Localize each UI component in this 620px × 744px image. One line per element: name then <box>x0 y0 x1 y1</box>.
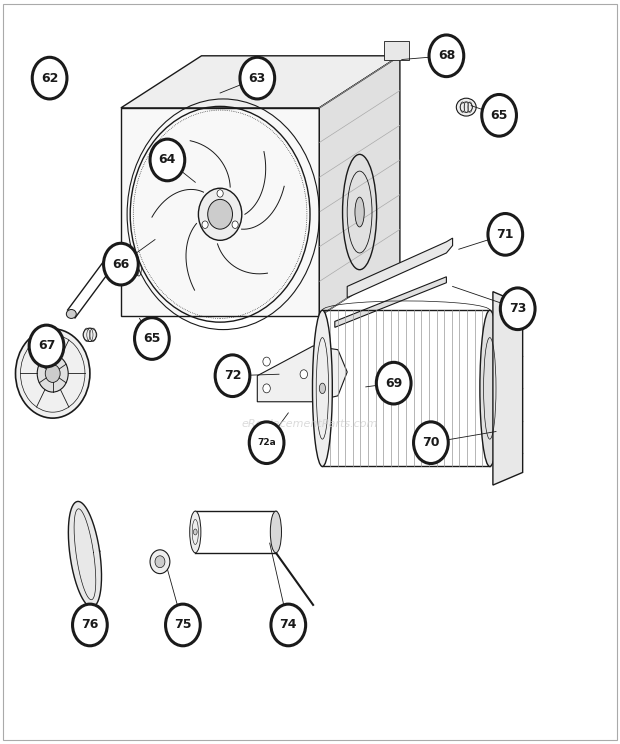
Circle shape <box>45 365 60 382</box>
Circle shape <box>240 57 275 99</box>
Circle shape <box>32 57 67 99</box>
Circle shape <box>29 325 64 367</box>
Text: 72: 72 <box>224 369 241 382</box>
Text: 71: 71 <box>497 228 514 241</box>
Text: 63: 63 <box>249 71 266 85</box>
Ellipse shape <box>456 98 476 116</box>
Ellipse shape <box>66 310 76 318</box>
Polygon shape <box>384 41 409 60</box>
Text: 67: 67 <box>38 339 55 353</box>
Circle shape <box>300 370 308 379</box>
Circle shape <box>482 94 516 136</box>
Circle shape <box>166 604 200 646</box>
Circle shape <box>104 243 138 285</box>
Ellipse shape <box>193 529 197 535</box>
Circle shape <box>271 604 306 646</box>
Circle shape <box>202 221 208 228</box>
Ellipse shape <box>480 310 500 466</box>
Text: 69: 69 <box>385 376 402 390</box>
Circle shape <box>263 384 270 393</box>
Circle shape <box>249 422 284 464</box>
Text: 73: 73 <box>509 302 526 315</box>
Circle shape <box>198 188 242 240</box>
Circle shape <box>16 329 90 418</box>
Circle shape <box>429 35 464 77</box>
Text: 70: 70 <box>422 436 440 449</box>
Text: 66: 66 <box>112 257 130 271</box>
Circle shape <box>488 214 523 255</box>
Polygon shape <box>121 108 319 316</box>
Circle shape <box>150 139 185 181</box>
Polygon shape <box>347 238 453 298</box>
Text: 72a: 72a <box>257 438 276 447</box>
Text: 68: 68 <box>438 49 455 62</box>
Polygon shape <box>335 277 446 327</box>
Circle shape <box>414 422 448 464</box>
Circle shape <box>208 199 232 229</box>
Polygon shape <box>121 56 400 108</box>
Circle shape <box>150 550 170 574</box>
Polygon shape <box>68 501 102 607</box>
Text: eReplacementParts.com: eReplacementParts.com <box>242 419 378 429</box>
Polygon shape <box>493 292 523 485</box>
Text: 75: 75 <box>174 618 192 632</box>
Circle shape <box>37 355 68 392</box>
Circle shape <box>232 221 238 228</box>
Text: 74: 74 <box>280 618 297 632</box>
Polygon shape <box>257 346 347 402</box>
Circle shape <box>500 288 535 330</box>
Ellipse shape <box>319 383 326 394</box>
Text: 65: 65 <box>143 332 161 345</box>
Circle shape <box>217 190 223 197</box>
Text: 62: 62 <box>41 71 58 85</box>
Circle shape <box>376 362 411 404</box>
Text: 76: 76 <box>81 618 99 632</box>
Ellipse shape <box>83 328 97 341</box>
Circle shape <box>135 318 169 359</box>
Ellipse shape <box>190 511 201 553</box>
Circle shape <box>263 357 270 366</box>
Ellipse shape <box>312 310 332 466</box>
Circle shape <box>155 556 165 568</box>
Circle shape <box>73 604 107 646</box>
Text: 64: 64 <box>159 153 176 167</box>
Ellipse shape <box>355 197 365 227</box>
Circle shape <box>215 355 250 397</box>
Text: 65: 65 <box>490 109 508 122</box>
Ellipse shape <box>270 511 281 553</box>
Polygon shape <box>319 56 400 316</box>
